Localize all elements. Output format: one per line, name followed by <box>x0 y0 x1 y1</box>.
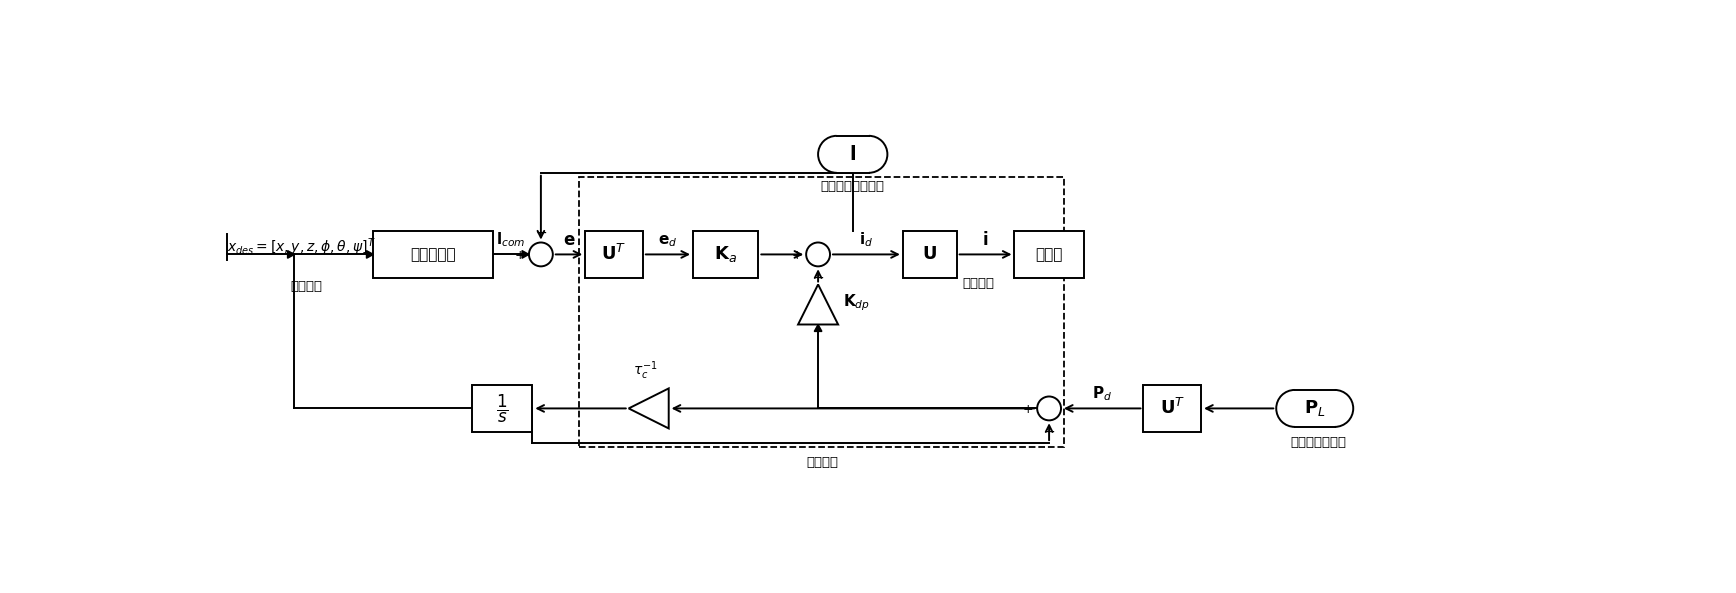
Bar <box>472 385 533 432</box>
Polygon shape <box>288 251 295 258</box>
Bar <box>693 231 759 278</box>
Bar <box>903 231 957 278</box>
Text: 模态矩阵: 模态矩阵 <box>963 277 995 290</box>
Text: $\mathbf{e}$: $\mathbf{e}$ <box>562 231 575 249</box>
Text: +: + <box>514 250 524 263</box>
Polygon shape <box>799 285 838 324</box>
Circle shape <box>1036 397 1061 420</box>
Text: $\mathbf{U}$: $\mathbf{U}$ <box>922 246 937 263</box>
Bar <box>580 177 1064 447</box>
Text: −: − <box>812 271 825 285</box>
Bar <box>585 231 642 278</box>
Text: $\mathbf{P}_L$: $\mathbf{P}_L$ <box>1304 398 1326 419</box>
Text: 执行器实际位移值: 执行器实际位移值 <box>821 180 885 193</box>
Text: $\mathbf{i}$: $\mathbf{i}$ <box>983 231 990 249</box>
Text: $\mathbf{K}_a$: $\mathbf{K}_a$ <box>713 244 738 264</box>
Text: $\mathbf{U}^T$: $\mathbf{U}^T$ <box>1160 398 1186 419</box>
Bar <box>373 231 493 278</box>
Circle shape <box>529 243 552 266</box>
Text: $\mathbf{U}^T$: $\mathbf{U}^T$ <box>601 244 627 264</box>
Bar <box>1014 231 1083 278</box>
Text: +: + <box>792 250 802 263</box>
Circle shape <box>806 243 830 266</box>
Text: 参考信号: 参考信号 <box>290 280 323 294</box>
Text: $x_{des} = [x, y, z, \phi, \theta, \psi]^T$: $x_{des} = [x, y, z, \phi, \theta, \psi]… <box>227 236 377 257</box>
Text: +: + <box>1023 403 1033 416</box>
Text: $\dfrac{1}{s}$: $\dfrac{1}{s}$ <box>496 393 509 425</box>
Text: $\mathbf{l}_{com}$: $\mathbf{l}_{com}$ <box>496 230 526 249</box>
Text: $\mathbf{i}_d$: $\mathbf{i}_d$ <box>859 230 873 249</box>
Polygon shape <box>366 251 373 258</box>
Polygon shape <box>814 324 821 331</box>
Text: $\mathbf{P}_d$: $\mathbf{P}_d$ <box>1092 384 1113 403</box>
Bar <box>837 136 870 173</box>
Text: −: − <box>535 225 547 240</box>
Text: $\mathbf{l}$: $\mathbf{l}$ <box>849 145 856 164</box>
Text: 液压缸工作压力: 液压缸工作压力 <box>1290 436 1347 449</box>
Text: 动压反馈: 动压反馈 <box>806 456 838 469</box>
Text: 伺服阀: 伺服阀 <box>1035 247 1062 262</box>
Polygon shape <box>628 388 668 428</box>
Polygon shape <box>523 251 529 258</box>
Text: 运动学反解: 运动学反解 <box>410 247 457 262</box>
Bar <box>1144 385 1201 432</box>
Text: $\mathbf{e}_d$: $\mathbf{e}_d$ <box>658 233 677 249</box>
Text: −: − <box>1043 425 1055 439</box>
Text: $\tau_c^{-1}$: $\tau_c^{-1}$ <box>632 359 656 382</box>
Bar <box>1295 390 1335 427</box>
Text: $\mathbf{K}_{dp}$: $\mathbf{K}_{dp}$ <box>842 292 870 313</box>
